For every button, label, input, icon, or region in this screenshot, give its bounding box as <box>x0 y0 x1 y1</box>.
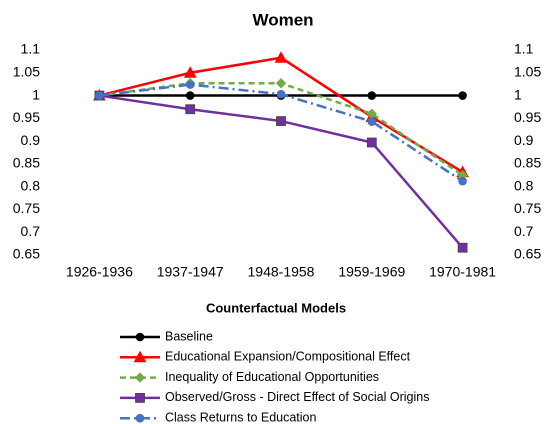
data-point <box>276 116 286 126</box>
legend-label: Inequality of Educational Opportunities <box>165 370 379 384</box>
data-point <box>367 117 377 126</box>
y2-tick-label: 0.75 <box>514 200 541 216</box>
y2-tick-label: 0.65 <box>514 246 541 262</box>
data-point <box>458 91 467 100</box>
data-point <box>276 89 286 99</box>
x-axis-title: Counterfactual Models <box>206 300 346 315</box>
data-point <box>185 91 195 100</box>
y2-tick-label: 0.85 <box>514 155 541 171</box>
x-tick-label: 1926-1936 <box>66 264 133 280</box>
data-point <box>366 137 377 148</box>
data-point <box>458 176 467 186</box>
y-tick-label: 0.95 <box>13 109 40 125</box>
y2-tick-label: 1.05 <box>514 63 541 79</box>
y2-tick-label: 0.9 <box>514 132 534 148</box>
y2-tick-label: 1 <box>514 86 522 102</box>
legend-marker <box>134 372 146 383</box>
y2-tick-label: 0.7 <box>514 223 534 239</box>
y-tick-label: 1.1 <box>21 41 41 57</box>
data-point <box>457 242 468 253</box>
legend-label: Class Returns to Education <box>165 410 317 424</box>
data-point <box>183 66 197 78</box>
y-tick-label: 0.85 <box>13 155 40 171</box>
y2-tick-label: 1.1 <box>514 41 534 57</box>
y-tick-label: 0.7 <box>21 223 41 239</box>
y-tick-label: 0.75 <box>13 200 40 216</box>
y-tick-label: 1 <box>32 86 40 102</box>
chart-title: Women <box>252 10 313 29</box>
legend-label: Baseline <box>165 329 213 343</box>
legend-marker <box>133 350 147 363</box>
data-point <box>185 104 196 115</box>
data-point <box>95 91 104 100</box>
x-tick-label: 1970-1981 <box>429 264 496 280</box>
data-point <box>274 51 288 63</box>
y-tick-label: 0.9 <box>21 132 41 148</box>
y-tick-label: 0.8 <box>21 177 41 193</box>
y-tick-label: 1.05 <box>13 63 40 79</box>
x-tick-label: 1948-1958 <box>248 264 315 280</box>
legend-marker <box>135 332 145 342</box>
legend-label: Educational Expansion/Compositional Effe… <box>165 350 411 364</box>
legend-marker <box>135 413 145 423</box>
series-line <box>99 56 464 174</box>
y2-tick-label: 0.8 <box>514 177 534 193</box>
data-point <box>275 78 287 89</box>
x-tick-label: 1937-1947 <box>157 264 224 280</box>
y-tick-label: 0.65 <box>13 246 40 262</box>
legend-label: Observed/Gross - Direct Effect of Social… <box>165 390 429 404</box>
y2-tick-label: 0.95 <box>514 109 541 125</box>
legend-marker <box>135 392 145 403</box>
data-point <box>185 80 195 89</box>
data-point <box>367 91 377 100</box>
x-tick-label: 1959-1969 <box>338 264 405 280</box>
